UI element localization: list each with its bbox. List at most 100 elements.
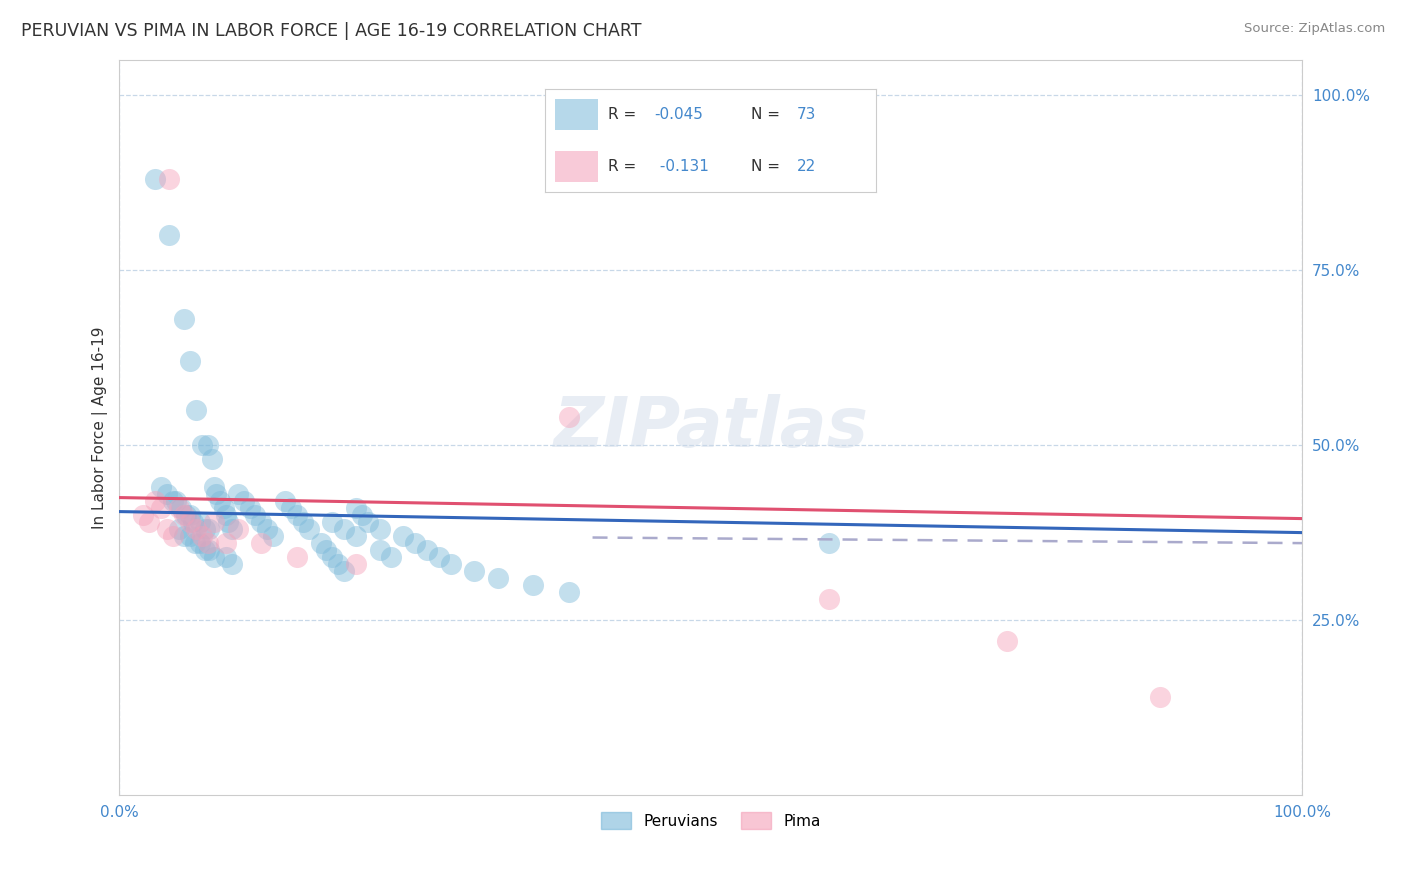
- Point: [138, 515, 160, 529]
- Point: [522, 578, 544, 592]
- Point: [162, 529, 184, 543]
- Point: [173, 508, 195, 522]
- Point: [321, 550, 343, 565]
- Point: [197, 536, 219, 550]
- Legend: Peruvians, Pima: Peruvians, Pima: [595, 805, 827, 836]
- Point: [226, 522, 249, 536]
- Point: [439, 557, 461, 571]
- Point: [184, 536, 207, 550]
- Point: [173, 529, 195, 543]
- Point: [215, 508, 238, 522]
- Point: [250, 536, 273, 550]
- Point: [162, 494, 184, 508]
- Point: [165, 494, 187, 508]
- Point: [194, 543, 217, 558]
- Point: [143, 494, 166, 508]
- Y-axis label: In Labor Force | Age 16-19: In Labor Force | Age 16-19: [93, 326, 108, 529]
- Point: [238, 501, 260, 516]
- Point: [357, 515, 380, 529]
- Point: [197, 438, 219, 452]
- Point: [191, 529, 214, 543]
- Point: [212, 501, 235, 516]
- Point: [173, 311, 195, 326]
- Text: PERUVIAN VS PIMA IN LABOR FORCE | AGE 16-19 CORRELATION CHART: PERUVIAN VS PIMA IN LABOR FORCE | AGE 16…: [21, 22, 641, 40]
- Point: [995, 634, 1018, 648]
- Point: [179, 515, 201, 529]
- Point: [188, 536, 211, 550]
- Point: [221, 522, 243, 536]
- Point: [328, 557, 350, 571]
- Point: [208, 494, 231, 508]
- Point: [132, 508, 155, 522]
- Point: [309, 536, 332, 550]
- Point: [179, 508, 201, 522]
- Point: [380, 550, 402, 565]
- Point: [558, 409, 581, 424]
- Point: [157, 171, 180, 186]
- Point: [191, 438, 214, 452]
- Point: [179, 529, 201, 543]
- Point: [194, 522, 217, 536]
- Point: [818, 592, 841, 607]
- Point: [285, 550, 308, 565]
- Point: [179, 354, 201, 368]
- Point: [156, 487, 179, 501]
- Point: [392, 529, 415, 543]
- Point: [333, 564, 356, 578]
- Point: [205, 487, 228, 501]
- Point: [217, 515, 239, 529]
- Point: [321, 515, 343, 529]
- Point: [463, 564, 485, 578]
- Point: [291, 515, 314, 529]
- Point: [416, 543, 439, 558]
- Point: [256, 522, 278, 536]
- Point: [143, 171, 166, 186]
- Point: [198, 543, 221, 558]
- Point: [245, 508, 267, 522]
- Point: [427, 550, 450, 565]
- Point: [250, 515, 273, 529]
- Point: [486, 571, 509, 585]
- Text: Source: ZipAtlas.com: Source: ZipAtlas.com: [1244, 22, 1385, 36]
- Point: [181, 515, 204, 529]
- Point: [167, 501, 190, 516]
- Point: [174, 508, 197, 522]
- Point: [280, 501, 302, 516]
- Point: [344, 501, 367, 516]
- Point: [368, 543, 391, 558]
- Point: [368, 522, 391, 536]
- Point: [558, 585, 581, 599]
- Point: [333, 522, 356, 536]
- Point: [186, 403, 208, 417]
- Point: [226, 487, 249, 501]
- Point: [202, 515, 225, 529]
- Point: [215, 536, 238, 550]
- Point: [818, 536, 841, 550]
- Point: [167, 522, 190, 536]
- Point: [186, 522, 208, 536]
- Point: [298, 522, 321, 536]
- Point: [149, 501, 172, 516]
- Point: [274, 494, 297, 508]
- Point: [215, 550, 238, 565]
- Point: [170, 501, 193, 516]
- Point: [1149, 690, 1171, 705]
- Point: [188, 515, 211, 529]
- Text: ZIPatlas: ZIPatlas: [554, 394, 869, 461]
- Point: [202, 480, 225, 494]
- Point: [315, 543, 337, 558]
- Point: [157, 227, 180, 242]
- Point: [149, 480, 172, 494]
- Point: [201, 452, 224, 467]
- Point: [344, 529, 367, 543]
- Point: [344, 557, 367, 571]
- Point: [262, 529, 284, 543]
- Point: [221, 557, 243, 571]
- Point: [202, 550, 225, 565]
- Point: [404, 536, 426, 550]
- Point: [232, 494, 254, 508]
- Point: [285, 508, 308, 522]
- Point: [156, 522, 179, 536]
- Point: [350, 508, 373, 522]
- Point: [198, 522, 221, 536]
